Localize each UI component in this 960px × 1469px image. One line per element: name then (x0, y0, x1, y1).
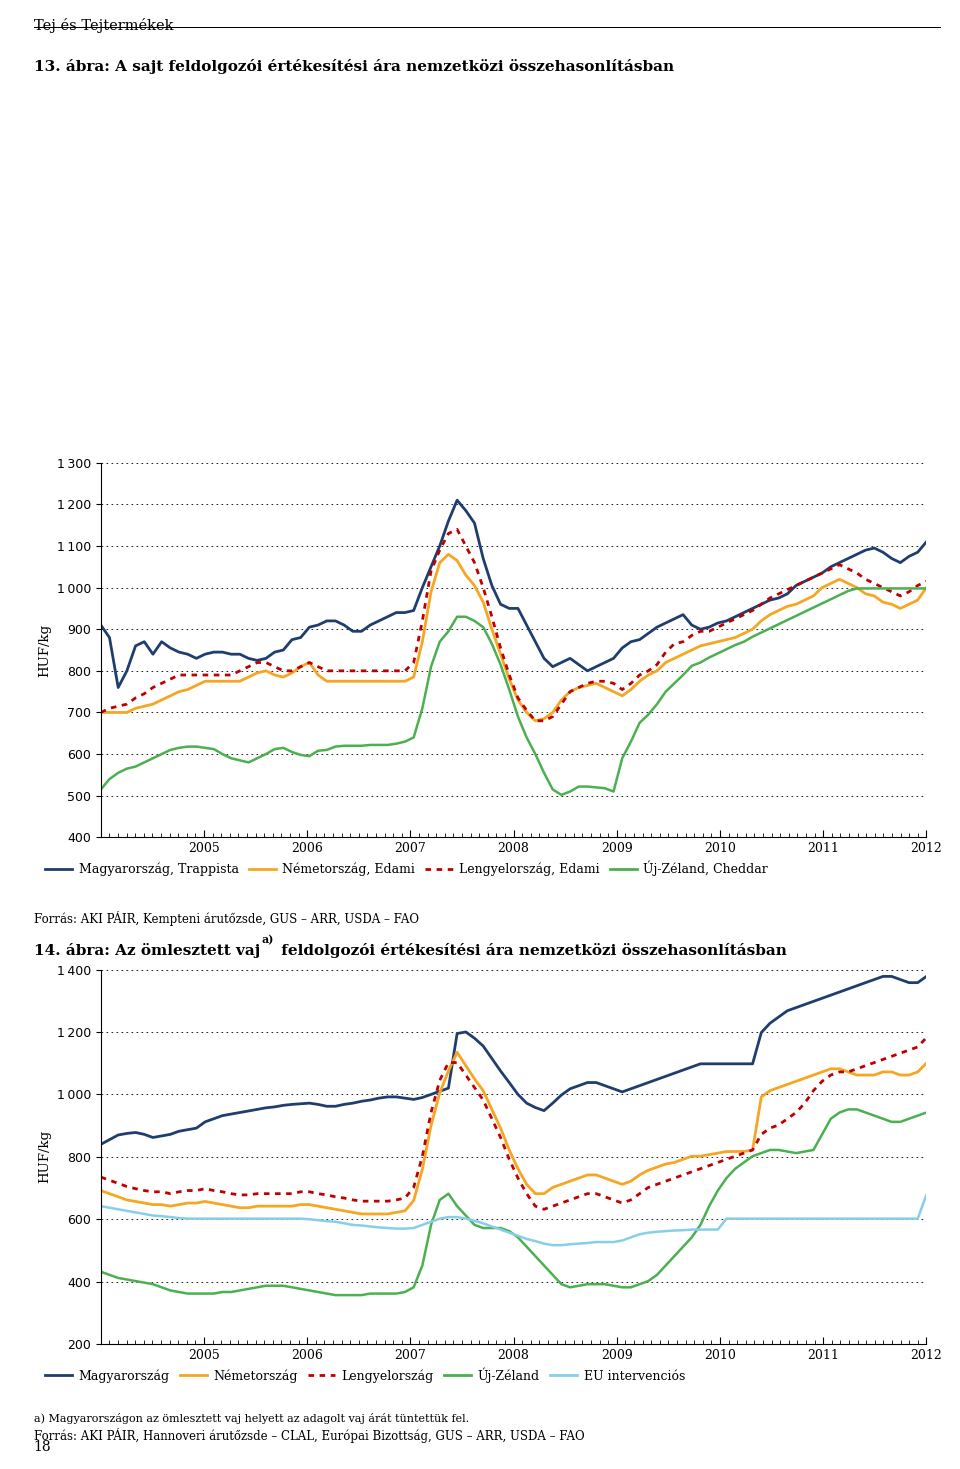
Legend: Magyarország, Trappista, Németország, Edami, Lengyelország, Edami, Új-Zéland, Ch: Magyarország, Trappista, Németország, Ed… (40, 855, 773, 881)
Text: feldolgozói értékesítési ára nemzetközi összehasonlításban: feldolgozói értékesítési ára nemzetközi … (276, 943, 786, 958)
Text: Forrás: AKI PÁIR, Hannoveri árutőzsde – CLAL, Európai Bizottság, GUS – ARR, USDA: Forrás: AKI PÁIR, Hannoveri árutőzsde – … (34, 1428, 585, 1443)
Text: a): a) (261, 934, 274, 945)
Y-axis label: HUF/kg: HUF/kg (38, 1130, 51, 1184)
Y-axis label: HUF/kg: HUF/kg (38, 623, 51, 677)
Text: 13. ábra: A sajt feldolgozói értékesítési ára nemzetközi összehasonlításban: 13. ábra: A sajt feldolgozói értékesítés… (34, 59, 674, 73)
Text: a) Magyarországon az ömlesztett vaj helyett az adagolt vaj árát tüntettük fel.: a) Magyarországon az ömlesztett vaj hely… (34, 1413, 468, 1423)
Text: 18: 18 (34, 1440, 51, 1454)
Text: Forrás: AKI PÁIR, Kempteni árutőzsde, GUS – ARR, USDA – FAO: Forrás: AKI PÁIR, Kempteni árutőzsde, GU… (34, 911, 419, 925)
Text: Tej és Tejtermékek: Tej és Tejtermékek (34, 19, 173, 34)
Text: 14. ábra: Az ömlesztett vaj: 14. ábra: Az ömlesztett vaj (34, 943, 260, 958)
Legend: Magyarország, Németország, Lengyelország, Új-Zéland, EU intervenciós: Magyarország, Németország, Lengyelország… (40, 1362, 690, 1388)
